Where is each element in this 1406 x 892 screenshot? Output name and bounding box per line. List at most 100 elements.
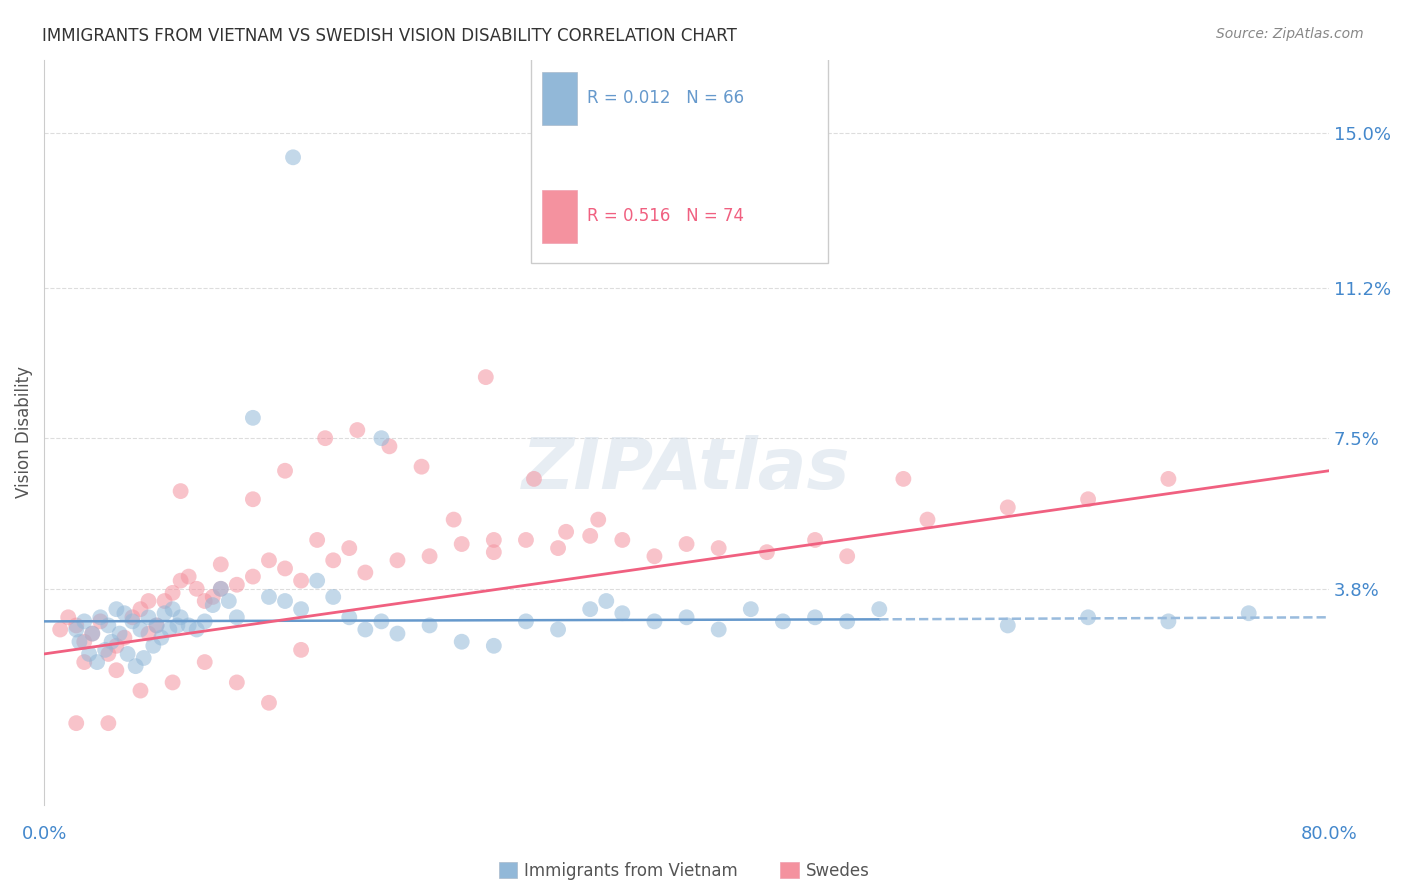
Point bbox=[97, 618, 120, 632]
Point bbox=[579, 602, 602, 616]
Point bbox=[201, 598, 224, 612]
Point bbox=[86, 655, 108, 669]
Point bbox=[643, 549, 665, 564]
Point bbox=[675, 610, 697, 624]
Point bbox=[89, 610, 111, 624]
Point bbox=[917, 513, 939, 527]
Point bbox=[419, 549, 441, 564]
Point bbox=[257, 553, 280, 567]
Point bbox=[162, 675, 184, 690]
Point bbox=[153, 606, 176, 620]
Point bbox=[354, 566, 377, 580]
Point bbox=[138, 626, 160, 640]
Point bbox=[337, 610, 360, 624]
Point bbox=[209, 582, 232, 596]
Point bbox=[169, 574, 191, 588]
Point bbox=[482, 639, 505, 653]
Point bbox=[138, 610, 160, 624]
Point bbox=[150, 631, 173, 645]
Point bbox=[242, 410, 264, 425]
Point bbox=[145, 618, 167, 632]
Point bbox=[290, 602, 312, 616]
Point bbox=[73, 615, 96, 629]
Point bbox=[419, 618, 441, 632]
Point bbox=[354, 623, 377, 637]
Point bbox=[169, 610, 191, 624]
Point bbox=[257, 590, 280, 604]
Point bbox=[868, 602, 890, 616]
Point bbox=[108, 626, 131, 640]
Point bbox=[129, 623, 152, 637]
Point bbox=[177, 618, 200, 632]
Point bbox=[201, 590, 224, 604]
Point bbox=[65, 623, 87, 637]
Point bbox=[579, 529, 602, 543]
Point bbox=[73, 655, 96, 669]
Point bbox=[387, 553, 409, 567]
Point bbox=[218, 594, 240, 608]
Text: 80.0%: 80.0% bbox=[1301, 825, 1357, 843]
Y-axis label: Vision Disability: Vision Disability bbox=[15, 366, 32, 498]
Point bbox=[515, 533, 537, 547]
Point bbox=[169, 484, 191, 499]
Point bbox=[209, 558, 232, 572]
Point bbox=[804, 533, 827, 547]
Point bbox=[274, 594, 297, 608]
Point bbox=[58, 610, 80, 624]
Point bbox=[142, 639, 165, 653]
Text: R = 0.012   N = 66: R = 0.012 N = 66 bbox=[586, 89, 744, 107]
Point bbox=[73, 634, 96, 648]
Point bbox=[411, 459, 433, 474]
Point bbox=[322, 590, 344, 604]
Point bbox=[69, 634, 91, 648]
Point bbox=[1077, 492, 1099, 507]
Point bbox=[162, 602, 184, 616]
Point bbox=[547, 623, 569, 637]
Point bbox=[378, 439, 401, 453]
Point bbox=[1237, 606, 1260, 620]
Point bbox=[515, 615, 537, 629]
Point bbox=[65, 716, 87, 731]
Point bbox=[1157, 472, 1180, 486]
Text: R = 0.516   N = 74: R = 0.516 N = 74 bbox=[586, 207, 744, 226]
Point bbox=[346, 423, 368, 437]
Point bbox=[153, 594, 176, 608]
Point bbox=[707, 541, 730, 555]
Point bbox=[89, 615, 111, 629]
Point bbox=[586, 513, 609, 527]
Point bbox=[129, 683, 152, 698]
Point bbox=[443, 513, 465, 527]
Point bbox=[82, 626, 104, 640]
FancyBboxPatch shape bbox=[531, 44, 828, 263]
Text: ZIPAtlas: ZIPAtlas bbox=[522, 434, 851, 504]
Point bbox=[274, 561, 297, 575]
Point bbox=[100, 634, 122, 648]
Text: Source: ZipAtlas.com: Source: ZipAtlas.com bbox=[1216, 27, 1364, 41]
Point bbox=[194, 655, 217, 669]
Point bbox=[194, 615, 217, 629]
Point bbox=[145, 618, 167, 632]
Point bbox=[209, 582, 232, 596]
Point bbox=[65, 618, 87, 632]
Point bbox=[129, 602, 152, 616]
FancyBboxPatch shape bbox=[541, 190, 578, 243]
Text: 0.0%: 0.0% bbox=[21, 825, 67, 843]
Point bbox=[124, 659, 146, 673]
Point bbox=[643, 615, 665, 629]
Point bbox=[94, 643, 117, 657]
Point bbox=[186, 582, 208, 596]
Point bbox=[177, 569, 200, 583]
Point bbox=[707, 623, 730, 637]
Point bbox=[547, 541, 569, 555]
Point bbox=[307, 533, 329, 547]
Point bbox=[804, 610, 827, 624]
FancyBboxPatch shape bbox=[541, 72, 578, 125]
Point bbox=[121, 615, 143, 629]
Point bbox=[370, 431, 392, 445]
Point bbox=[1077, 610, 1099, 624]
Point bbox=[772, 615, 794, 629]
Point bbox=[450, 634, 472, 648]
Point bbox=[612, 533, 634, 547]
Point bbox=[97, 647, 120, 661]
Point bbox=[370, 615, 392, 629]
